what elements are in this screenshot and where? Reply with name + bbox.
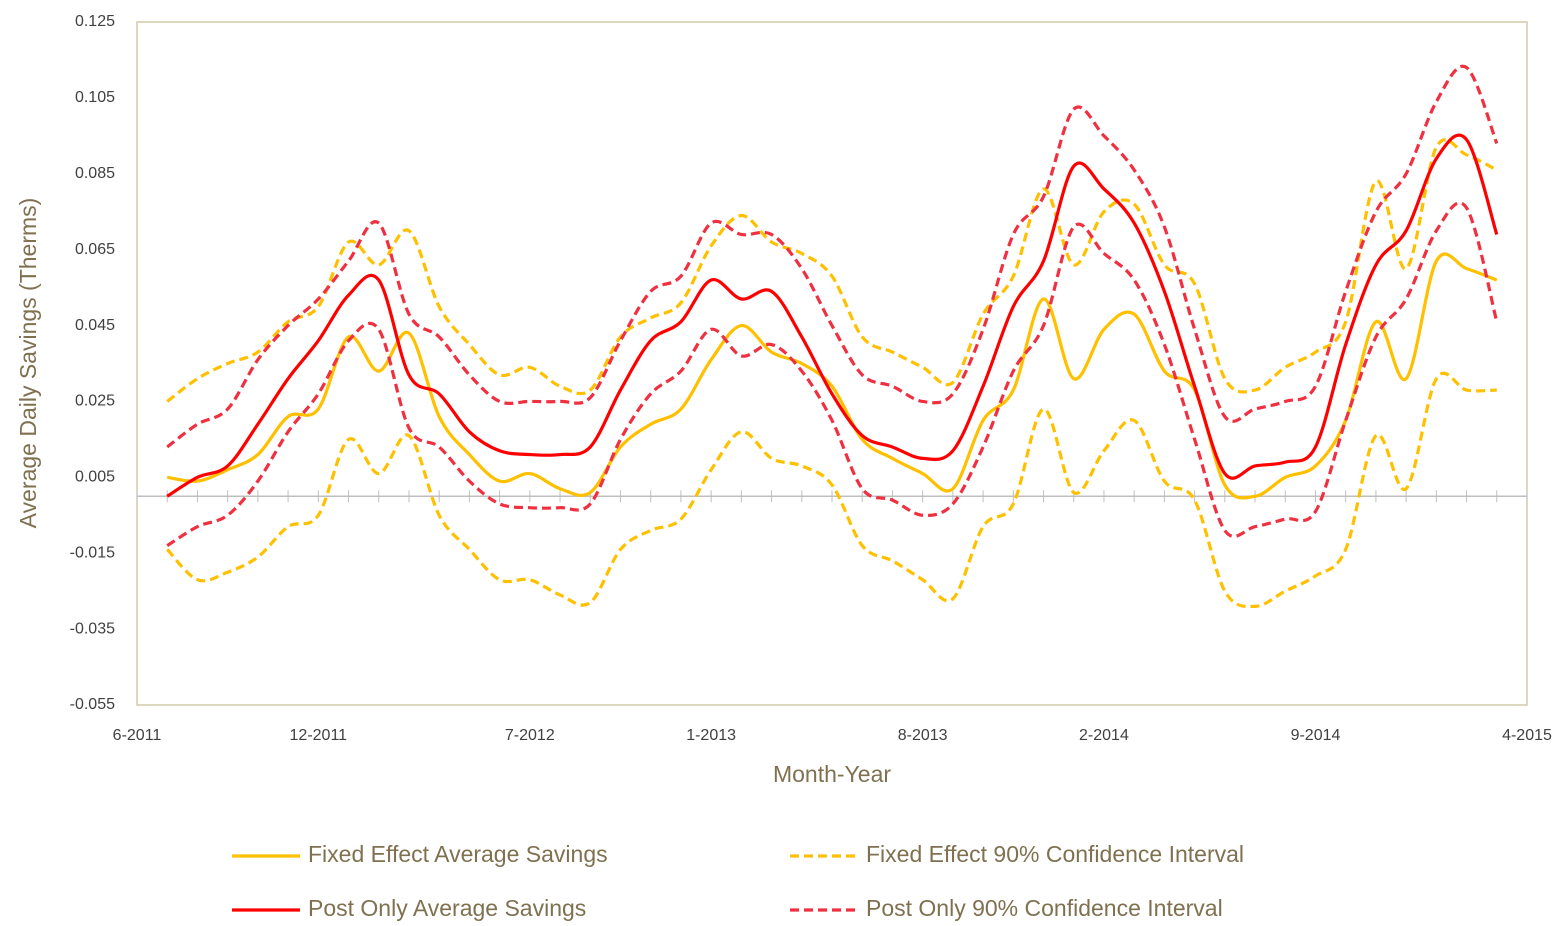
x-tick-label: 7-2012 [505,727,555,744]
y-tick-label: 0.045 [75,317,115,334]
plot-frame [136,21,1528,706]
x-tick-label: 4-2015 [1502,727,1552,744]
ci-line [166,138,1498,403]
legend-label: Post Only Average Savings [308,895,586,921]
x-tick-label: 9-2014 [1291,727,1341,744]
y-tick-label: 0.085 [75,165,115,182]
y-tick-label: 0.105 [75,89,115,106]
y-tick-label: 0.065 [75,241,115,258]
legend-label: Fixed Effect 90% Confidence Interval [866,841,1244,867]
ci-line [166,201,1499,547]
x-tick-label: 12-2011 [290,727,348,744]
ci-line [166,371,1497,609]
y-tick-label: 0.025 [75,393,115,410]
x-axis-title: Month-Year [773,761,891,787]
x-tick-label: 2-2014 [1079,727,1129,744]
x-tick-label: 8-2013 [898,727,948,744]
y-tick-label: -0.035 [70,620,115,637]
y-tick-label: 0.005 [75,469,115,486]
series-line [166,133,1499,498]
ci-line [166,64,1499,449]
legend-label: Post Only 90% Confidence Interval [866,895,1223,921]
legend-label: Fixed Effect Average Savings [308,841,608,867]
x-tick-label: 1-2013 [686,727,736,744]
y-axis-title: Average Daily Savings (Therms) [15,198,41,529]
x-tick-label: 6-2011 [113,727,162,744]
y-tick-label: 0.125 [75,13,115,30]
y-tick-label: -0.055 [70,696,115,713]
y-tick-label: -0.015 [70,544,115,561]
